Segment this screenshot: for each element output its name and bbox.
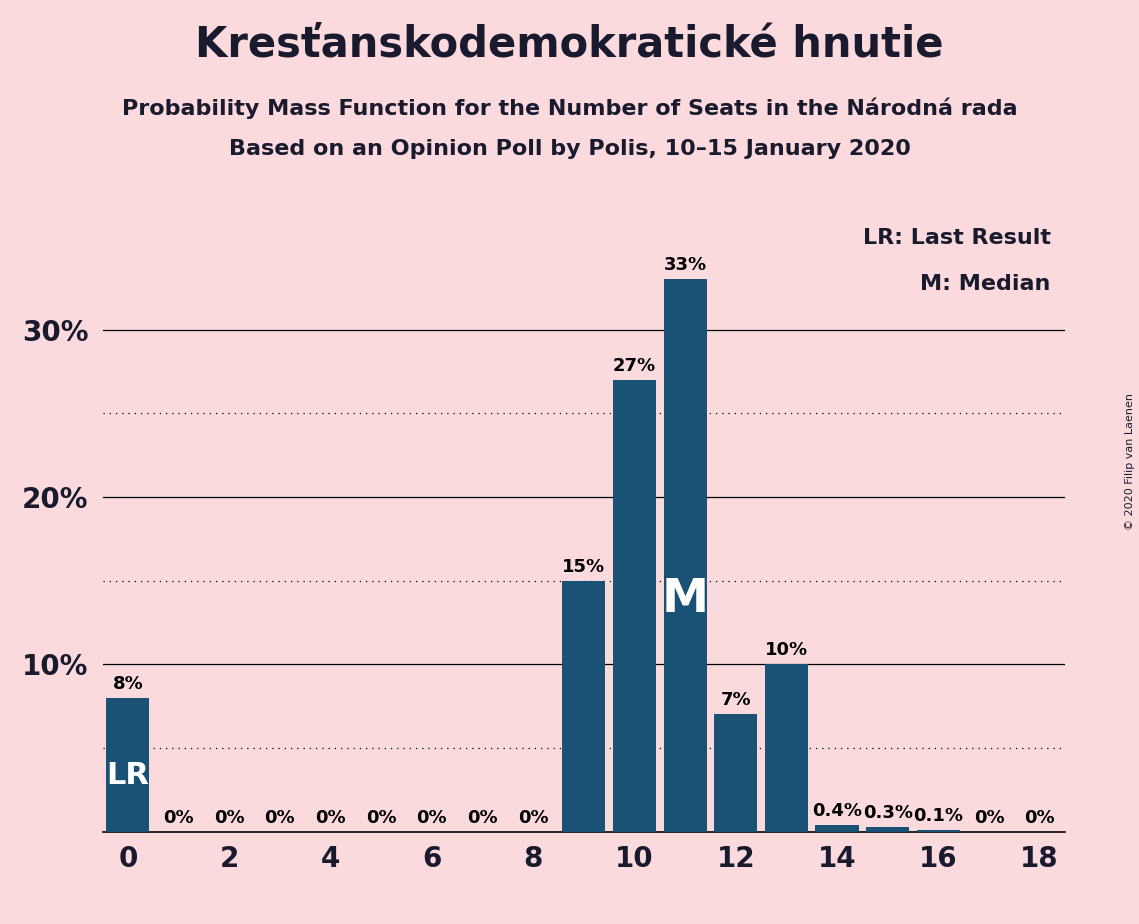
Text: 7%: 7% bbox=[720, 691, 751, 710]
Bar bbox=[917, 830, 960, 832]
Text: 0%: 0% bbox=[264, 808, 295, 827]
Text: 0%: 0% bbox=[974, 808, 1005, 827]
Text: 0.4%: 0.4% bbox=[812, 802, 862, 820]
Text: 0%: 0% bbox=[163, 808, 194, 827]
Text: 0%: 0% bbox=[1024, 808, 1055, 827]
Text: 0.3%: 0.3% bbox=[862, 804, 912, 821]
Text: 8%: 8% bbox=[113, 675, 144, 693]
Text: 0%: 0% bbox=[467, 808, 498, 827]
Text: 15%: 15% bbox=[563, 557, 605, 576]
Text: 0%: 0% bbox=[366, 808, 396, 827]
Text: 0%: 0% bbox=[417, 808, 448, 827]
Bar bbox=[664, 279, 706, 832]
Text: Based on an Opinion Poll by Polis, 10–15 January 2020: Based on an Opinion Poll by Polis, 10–15… bbox=[229, 139, 910, 159]
Text: © 2020 Filip van Laenen: © 2020 Filip van Laenen bbox=[1125, 394, 1134, 530]
Text: 0%: 0% bbox=[214, 808, 245, 827]
Text: M: Median: M: Median bbox=[920, 274, 1050, 295]
Text: 27%: 27% bbox=[613, 357, 656, 375]
Text: 0%: 0% bbox=[518, 808, 548, 827]
Text: 33%: 33% bbox=[664, 257, 706, 274]
Bar bbox=[563, 580, 605, 832]
Text: LR: Last Result: LR: Last Result bbox=[862, 228, 1050, 248]
Text: Probability Mass Function for the Number of Seats in the Národná rada: Probability Mass Function for the Number… bbox=[122, 97, 1017, 118]
Text: Kresťanskodemokratické hnutie: Kresťanskodemokratické hnutie bbox=[195, 23, 944, 65]
Bar bbox=[816, 825, 859, 832]
Text: M: M bbox=[662, 578, 708, 622]
Bar bbox=[714, 714, 757, 832]
Bar bbox=[106, 698, 149, 832]
Text: 10%: 10% bbox=[764, 641, 808, 659]
Bar bbox=[866, 827, 909, 832]
Text: LR: LR bbox=[106, 760, 149, 790]
Text: 0.1%: 0.1% bbox=[913, 807, 964, 825]
Bar bbox=[764, 664, 808, 832]
Bar bbox=[613, 380, 656, 832]
Text: 0%: 0% bbox=[316, 808, 346, 827]
